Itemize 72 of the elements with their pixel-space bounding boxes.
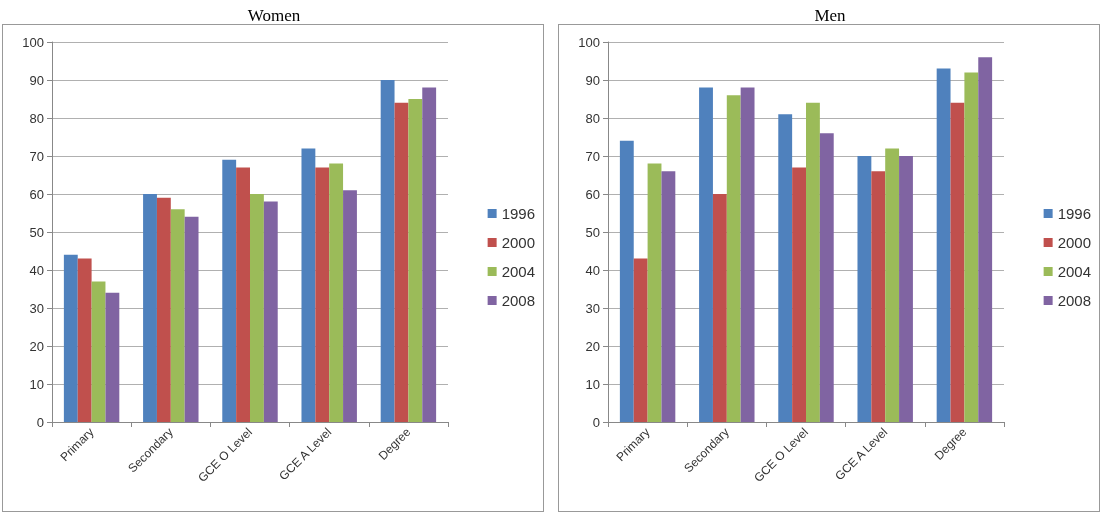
- y-tick-label: 90: [29, 72, 44, 88]
- bar: [63, 254, 78, 422]
- bar: [105, 292, 120, 422]
- bar: [380, 80, 395, 422]
- bar: [885, 148, 900, 422]
- bar: [156, 197, 171, 422]
- y-tick-label: 60: [29, 186, 44, 202]
- y-tick-label: 100: [22, 34, 44, 50]
- bar: [819, 133, 834, 422]
- y-tick-label: 30: [585, 300, 600, 316]
- y-tick-label: 10: [29, 376, 44, 392]
- legend-label: 2008: [1057, 292, 1092, 309]
- bar: [936, 68, 951, 422]
- bar: [778, 114, 793, 422]
- bar: [408, 99, 423, 422]
- bar: [740, 87, 755, 422]
- bar: [170, 209, 185, 422]
- legend-label: 2000: [1057, 234, 1092, 251]
- legend-label: 2000: [501, 234, 536, 251]
- y-tick-label: 50: [29, 224, 44, 240]
- bar: [343, 190, 357, 422]
- bar: [184, 216, 199, 422]
- bar: [394, 102, 409, 422]
- bar: [964, 72, 979, 422]
- y-tick-label: 80: [585, 110, 600, 126]
- bar: [792, 167, 806, 422]
- y-tick-label: 70: [29, 148, 44, 164]
- bar: [222, 159, 237, 422]
- bar: [699, 87, 713, 422]
- y-tick-label: 60: [585, 186, 600, 202]
- bar: [315, 167, 330, 422]
- bar: [899, 156, 913, 422]
- bar: [647, 163, 662, 422]
- bar: [633, 258, 648, 422]
- chart-title: Women: [247, 6, 301, 25]
- y-tick-label: 80: [29, 110, 44, 126]
- legend-label: 2004: [1057, 263, 1092, 280]
- y-tick-label: 0: [592, 414, 600, 430]
- legend-label: 1996: [1057, 205, 1092, 222]
- y-tick-label: 50: [585, 224, 600, 240]
- y-tick-label: 40: [585, 262, 600, 278]
- y-tick-label: 40: [29, 262, 44, 278]
- bar: [329, 163, 344, 422]
- bar: [857, 156, 872, 422]
- y-tick-label: 20: [585, 338, 600, 354]
- chart-title: Men: [814, 6, 847, 25]
- y-tick-label: 70: [585, 148, 600, 164]
- y-tick-label: 90: [585, 72, 600, 88]
- bar: [661, 171, 676, 422]
- y-tick-label: 100: [578, 34, 600, 50]
- legend-label: 1996: [501, 205, 536, 222]
- bar: [77, 258, 92, 422]
- bar: [236, 167, 250, 422]
- bar: [712, 194, 727, 422]
- y-tick-label: 20: [29, 338, 44, 354]
- bar: [301, 148, 316, 422]
- bar: [950, 102, 965, 422]
- bar: [978, 57, 993, 422]
- bar: [250, 194, 264, 422]
- bar: [422, 87, 437, 422]
- bar: [726, 95, 741, 422]
- bar: [806, 102, 820, 422]
- legend-label: 2004: [501, 263, 536, 280]
- y-tick-label: 0: [36, 414, 44, 430]
- y-tick-label: 10: [585, 376, 600, 392]
- y-tick-label: 30: [29, 300, 44, 316]
- bar: [619, 140, 634, 422]
- bar: [91, 281, 106, 422]
- bar: [263, 201, 278, 422]
- legend-label: 2008: [501, 292, 536, 309]
- bar: [143, 194, 157, 422]
- bar: [871, 171, 886, 422]
